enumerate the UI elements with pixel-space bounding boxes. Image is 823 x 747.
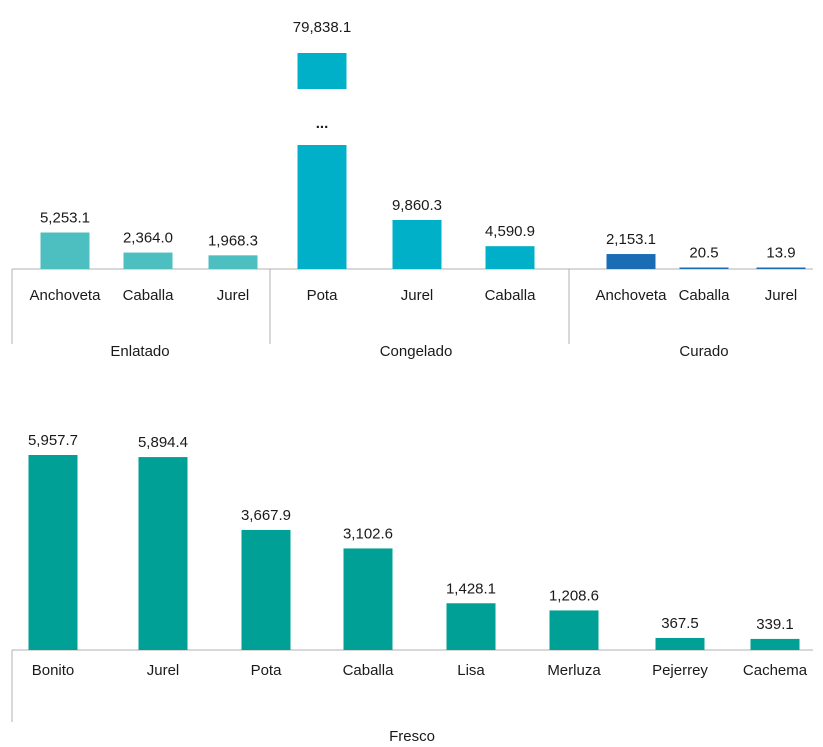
category-label-enlatado-caballa: Caballa bbox=[123, 287, 175, 304]
value-label-enlatado-caballa: 2,364.0 bbox=[123, 230, 173, 247]
group-label-fresco: Fresco bbox=[389, 728, 435, 745]
value-label-fresco-cachema: 339.1 bbox=[756, 616, 794, 633]
category-label-fresco-caballa: Caballa bbox=[343, 662, 395, 679]
value-label-fresco-jurel: 5,894.4 bbox=[138, 434, 188, 451]
category-label-fresco-pejerrey: Pejerrey bbox=[652, 662, 708, 679]
bar-enlatado-jurel bbox=[208, 255, 258, 269]
bar-fresco-bonito bbox=[28, 455, 78, 650]
value-label-enlatado-anchoveta: 5,253.1 bbox=[40, 210, 90, 227]
value-label-curado-anchoveta: 2,153.1 bbox=[606, 231, 656, 248]
bar-congelado-jurel bbox=[392, 220, 442, 269]
value-label-fresco-bonito: 5,957.7 bbox=[28, 432, 78, 449]
category-label-congelado-pota: Pota bbox=[307, 287, 339, 304]
category-label-curado-anchoveta: Anchoveta bbox=[596, 287, 668, 304]
bar-congelado-pota-upper bbox=[297, 53, 347, 89]
group-label-enlatado: Enlatado bbox=[110, 343, 169, 360]
category-label-curado-caballa: Caballa bbox=[679, 287, 731, 304]
category-label-fresco-lisa: Lisa bbox=[457, 662, 485, 679]
bar-fresco-merluza bbox=[549, 610, 599, 650]
top-chart-panel: 5,253.1 Anchoveta 2,364.0 Caballa 1,968.3 Jur… bbox=[11, 19, 813, 360]
bar-fresco-cachema bbox=[750, 638, 800, 650]
bar-curado-caballa bbox=[679, 267, 729, 269]
value-label-congelado-pota: 79,838.1 bbox=[293, 19, 351, 36]
bar-congelado-caballa bbox=[485, 246, 535, 269]
value-label-fresco-merluza: 1,208.6 bbox=[549, 587, 599, 604]
category-label-fresco-pota: Pota bbox=[251, 662, 283, 679]
value-label-fresco-pota: 3,667.9 bbox=[241, 507, 291, 524]
bar-enlatado-caballa bbox=[123, 252, 173, 269]
category-label-enlatado-jurel: Jurel bbox=[217, 287, 250, 304]
bar-curado-jurel bbox=[756, 267, 806, 269]
value-label-curado-jurel: 13.9 bbox=[766, 245, 795, 262]
bar-curado-anchoveta bbox=[606, 254, 656, 269]
bar-fresco-pota bbox=[241, 529, 291, 650]
bar-congelado-pota-lower bbox=[297, 145, 347, 269]
value-label-congelado-jurel: 9,860.3 bbox=[392, 197, 442, 214]
axis-break-marker: ... bbox=[316, 115, 329, 132]
value-label-enlatado-jurel: 1,968.3 bbox=[208, 232, 258, 249]
category-label-enlatado-anchoveta: Anchoveta bbox=[30, 287, 102, 304]
bar-fresco-pejerrey bbox=[655, 637, 705, 650]
value-label-fresco-caballa: 3,102.6 bbox=[343, 525, 393, 542]
category-label-curado-jurel: Jurel bbox=[765, 287, 798, 304]
group-label-congelado: Congelado bbox=[380, 343, 453, 360]
category-label-fresco-bonito: Bonito bbox=[32, 662, 75, 679]
bar-fresco-caballa bbox=[343, 548, 393, 650]
group-label-curado: Curado bbox=[679, 343, 728, 360]
value-label-curado-caballa: 20.5 bbox=[689, 245, 718, 262]
bar-enlatado-anchoveta bbox=[40, 232, 90, 269]
value-label-congelado-caballa: 4,590.9 bbox=[485, 223, 535, 240]
category-label-fresco-merluza: Merluza bbox=[547, 662, 601, 679]
bottom-chart-panel: 5,957.7 Bonito 5,894.4 Jurel 3,667.9 Pota 3,10… bbox=[11, 432, 813, 745]
value-label-fresco-pejerrey: 367.5 bbox=[661, 615, 699, 632]
bar-fresco-jurel bbox=[138, 457, 188, 650]
value-label-fresco-lisa: 1,428.1 bbox=[446, 580, 496, 597]
category-label-congelado-caballa: Caballa bbox=[485, 287, 537, 304]
category-label-fresco-cachema: Cachema bbox=[743, 662, 808, 679]
bar-fresco-lisa bbox=[446, 603, 496, 650]
category-label-fresco-jurel: Jurel bbox=[147, 662, 180, 679]
category-label-congelado-jurel: Jurel bbox=[401, 287, 434, 304]
